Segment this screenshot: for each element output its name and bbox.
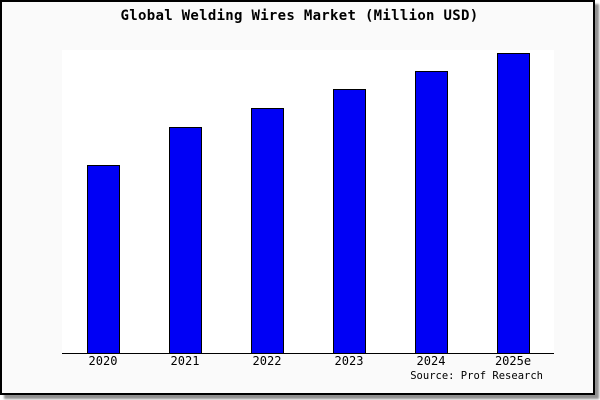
- source-credit: Source: Prof Research: [410, 370, 543, 382]
- bar-2022: [250, 108, 284, 353]
- chart-frame: Global Welding Wires Market (Million USD…: [0, 0, 595, 395]
- x-axis-labels: 2020 2021 2022 2023 2024 2025e: [62, 355, 554, 369]
- x-tick-2023: 2023: [334, 354, 364, 368]
- bar-2020: [86, 165, 120, 353]
- x-tick-2021: 2021: [170, 354, 200, 368]
- bar-2025e: [496, 53, 530, 353]
- x-tick-2020: 2020: [88, 354, 118, 368]
- x-tick-2024: 2024: [416, 354, 446, 368]
- x-tick-2025e: 2025e: [494, 354, 532, 368]
- bar-2023: [332, 89, 366, 353]
- chart-title: Global Welding Wires Market (Million USD…: [120, 8, 479, 24]
- plot-area: [62, 50, 554, 354]
- bar-2024: [414, 71, 448, 353]
- x-tick-2022: 2022: [252, 354, 282, 368]
- bar-2021: [168, 127, 202, 353]
